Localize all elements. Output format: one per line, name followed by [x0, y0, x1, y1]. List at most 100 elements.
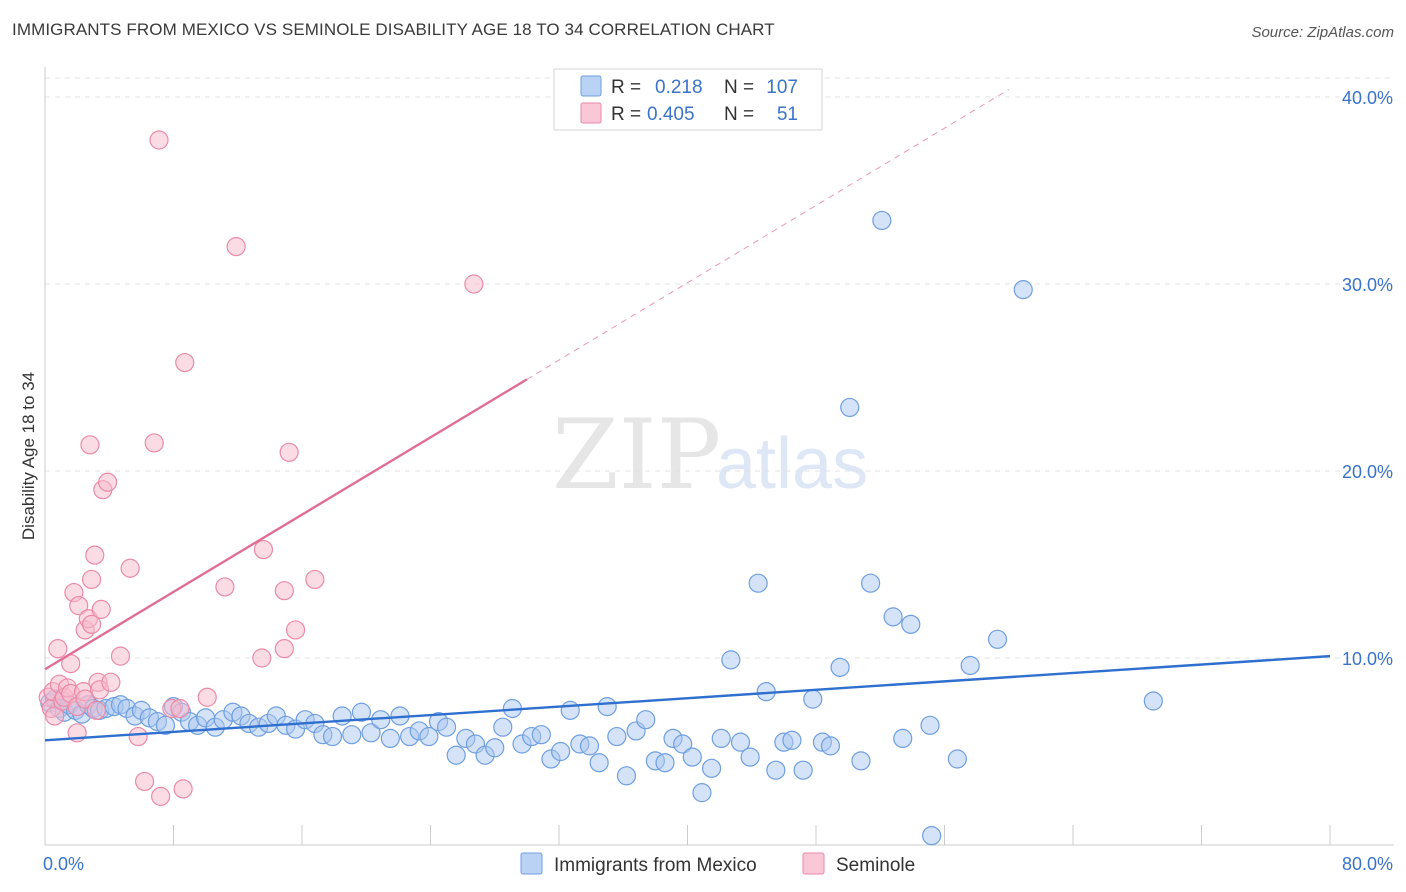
mexico-point	[551, 741, 571, 762]
seminole-point	[120, 558, 140, 578]
legend-n-value-seminole: 51	[777, 104, 798, 125]
mexico-point	[830, 657, 850, 677]
seminole-point	[170, 698, 190, 719]
seminole-point	[128, 726, 148, 747]
mexico-point	[922, 826, 942, 846]
seminole-point	[86, 700, 107, 720]
seminole-point	[173, 779, 193, 799]
mexico-point	[692, 783, 712, 803]
series-points-0	[40, 210, 1163, 846]
legend-r-label-mexico: R =	[611, 77, 641, 98]
mexico-point	[851, 751, 871, 771]
watermark: ZIP atlas	[552, 399, 868, 511]
mexico-point	[883, 607, 903, 627]
x-tick-label-max: 80.0%	[1342, 854, 1393, 874]
legend-r-value-seminole: 0.405	[647, 104, 695, 125]
mexico-point	[901, 614, 921, 634]
mexico-point	[920, 715, 940, 735]
legend-n-label-mexico: N =	[724, 77, 754, 98]
seminole-point	[305, 569, 325, 590]
legend-swatch-mexico	[580, 75, 602, 97]
legend-r-value-mexico: 0.218	[655, 77, 703, 98]
mexico-trend-line	[44, 654, 1331, 742]
mexico-point	[597, 697, 617, 717]
mexico-point	[655, 753, 675, 773]
legend-n-value-mexico: 107	[766, 77, 798, 98]
watermark-zip: ZIP	[552, 399, 721, 511]
mexico-point	[711, 728, 731, 749]
mexico-point	[840, 397, 860, 418]
chart-title: IMMIGRANTS FROM MEXICO VS SEMINOLE DISAB…	[12, 20, 775, 39]
mexico-point	[861, 573, 881, 593]
mexico-point	[960, 655, 980, 676]
mexico-point	[155, 715, 176, 735]
mexico-point	[531, 725, 551, 745]
mexico-point	[782, 730, 802, 750]
seminole-point	[81, 569, 102, 590]
seminole-point	[80, 435, 100, 455]
y-tick-label: 20.0%	[1342, 462, 1393, 482]
seminole-point	[285, 620, 306, 640]
mexico-point	[987, 629, 1008, 649]
trend-lines	[44, 89, 1331, 742]
bottom-legend-swatch-mexico	[520, 852, 543, 875]
bottom-legend-swatch-seminole	[802, 852, 825, 875]
seminole-point	[274, 581, 294, 601]
seminole-point	[45, 706, 65, 726]
mexico-point	[1013, 280, 1033, 300]
seminole-point	[98, 472, 118, 492]
seminole-point	[85, 545, 105, 565]
mexico-point	[872, 210, 892, 231]
mexico-point	[322, 726, 343, 747]
mexico-point	[446, 745, 466, 765]
mexico-point	[485, 738, 505, 758]
seminole-point	[91, 599, 111, 619]
legend-r-label-seminole: R =	[611, 104, 641, 125]
y-tick-label: 30.0%	[1342, 275, 1393, 295]
mexico-point	[730, 732, 751, 752]
legend-n-label-seminole: N =	[724, 104, 754, 125]
y-tick-label: 10.0%	[1342, 649, 1393, 669]
mexico-point	[636, 710, 656, 730]
mexico-point	[893, 728, 913, 749]
bottom-legend-label-mexico: Immigrants from Mexico	[554, 855, 757, 876]
seminole-point	[101, 672, 121, 692]
mexico-point	[607, 726, 627, 747]
x-tick-labels: 0.0% 80.0%	[43, 854, 1393, 874]
seminole-point	[226, 237, 246, 257]
seminole-point	[149, 130, 169, 150]
mexico-point	[766, 760, 786, 780]
watermark-atlas: atlas	[716, 424, 868, 504]
mexico-point	[682, 747, 702, 767]
mexico-point	[493, 717, 513, 737]
seminole-point	[279, 442, 299, 462]
mexico-point	[436, 717, 457, 737]
mexico-point	[560, 700, 580, 720]
mexico-point	[793, 760, 813, 780]
seminole-point	[81, 614, 102, 634]
seminole-point	[69, 596, 89, 616]
mexico-point	[1143, 691, 1163, 711]
seminole-point	[144, 433, 164, 453]
seminole-point	[48, 639, 68, 659]
seminole-point	[151, 786, 171, 806]
y-axis-label: Disability Age 18 to 34	[19, 372, 38, 540]
seminole-point	[175, 352, 195, 373]
bottom-legend: Immigrants from Mexico Seminole	[520, 852, 915, 876]
mexico-point	[803, 689, 823, 709]
seminole-point	[134, 771, 155, 792]
seminole-point	[252, 648, 272, 668]
mexico-point	[419, 726, 439, 747]
source-credit: Source: ZipAtlas.com	[1251, 24, 1394, 41]
seminole-point	[215, 577, 235, 597]
y-tick-labels: 10.0% 20.0% 30.0% 40.0%	[1342, 88, 1393, 669]
mexico-point	[673, 734, 693, 754]
mexico-point	[701, 758, 722, 778]
mexico-point	[342, 725, 362, 745]
mexico-point	[748, 573, 768, 593]
mexico-point	[616, 766, 637, 786]
data-points	[38, 130, 1163, 846]
seminole-point	[464, 274, 484, 294]
legend-swatch-seminole	[580, 102, 602, 124]
